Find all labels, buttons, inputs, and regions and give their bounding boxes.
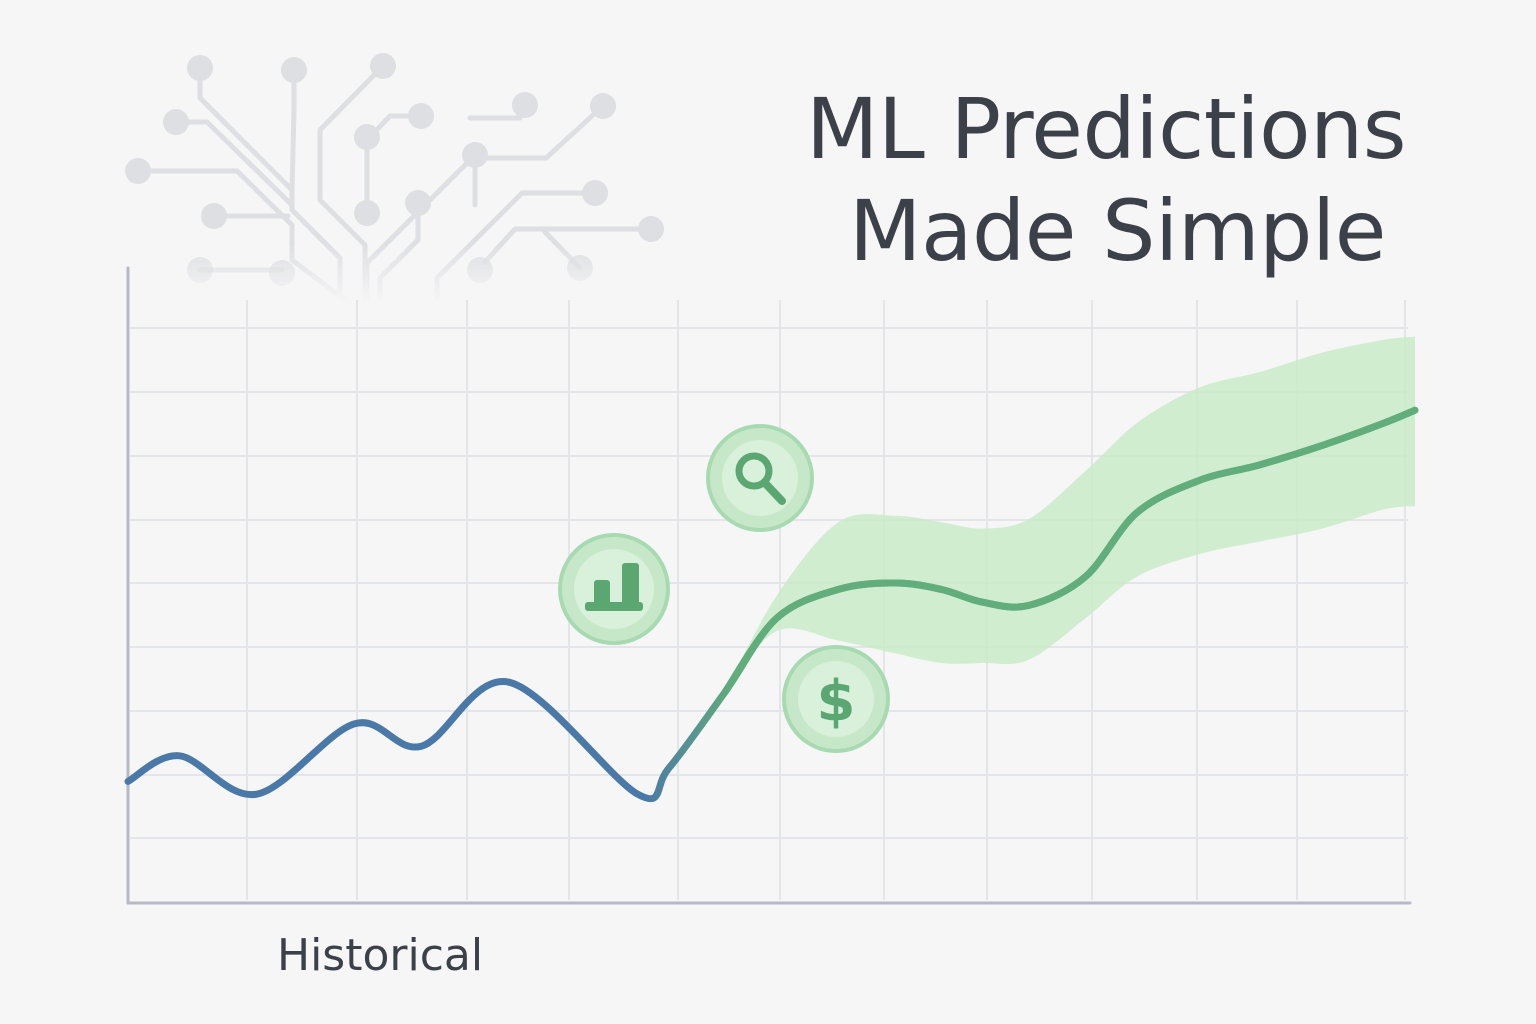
- confidence-band: [725, 336, 1415, 692]
- x-axis-label: Historical: [277, 930, 484, 981]
- dollar-icon: $: [782, 645, 890, 753]
- bar-chart-icon: [558, 533, 670, 645]
- page-title: ML Predictions Made Simple: [506, 78, 1407, 282]
- svg-text:$: $: [817, 669, 856, 734]
- title-line-2: Made Simple: [849, 182, 1386, 280]
- historical-line: [124, 406, 1419, 803]
- neural-network-nodes: [125, 53, 664, 286]
- title-line-1: ML Predictions: [805, 80, 1407, 178]
- search-icon: [706, 424, 814, 532]
